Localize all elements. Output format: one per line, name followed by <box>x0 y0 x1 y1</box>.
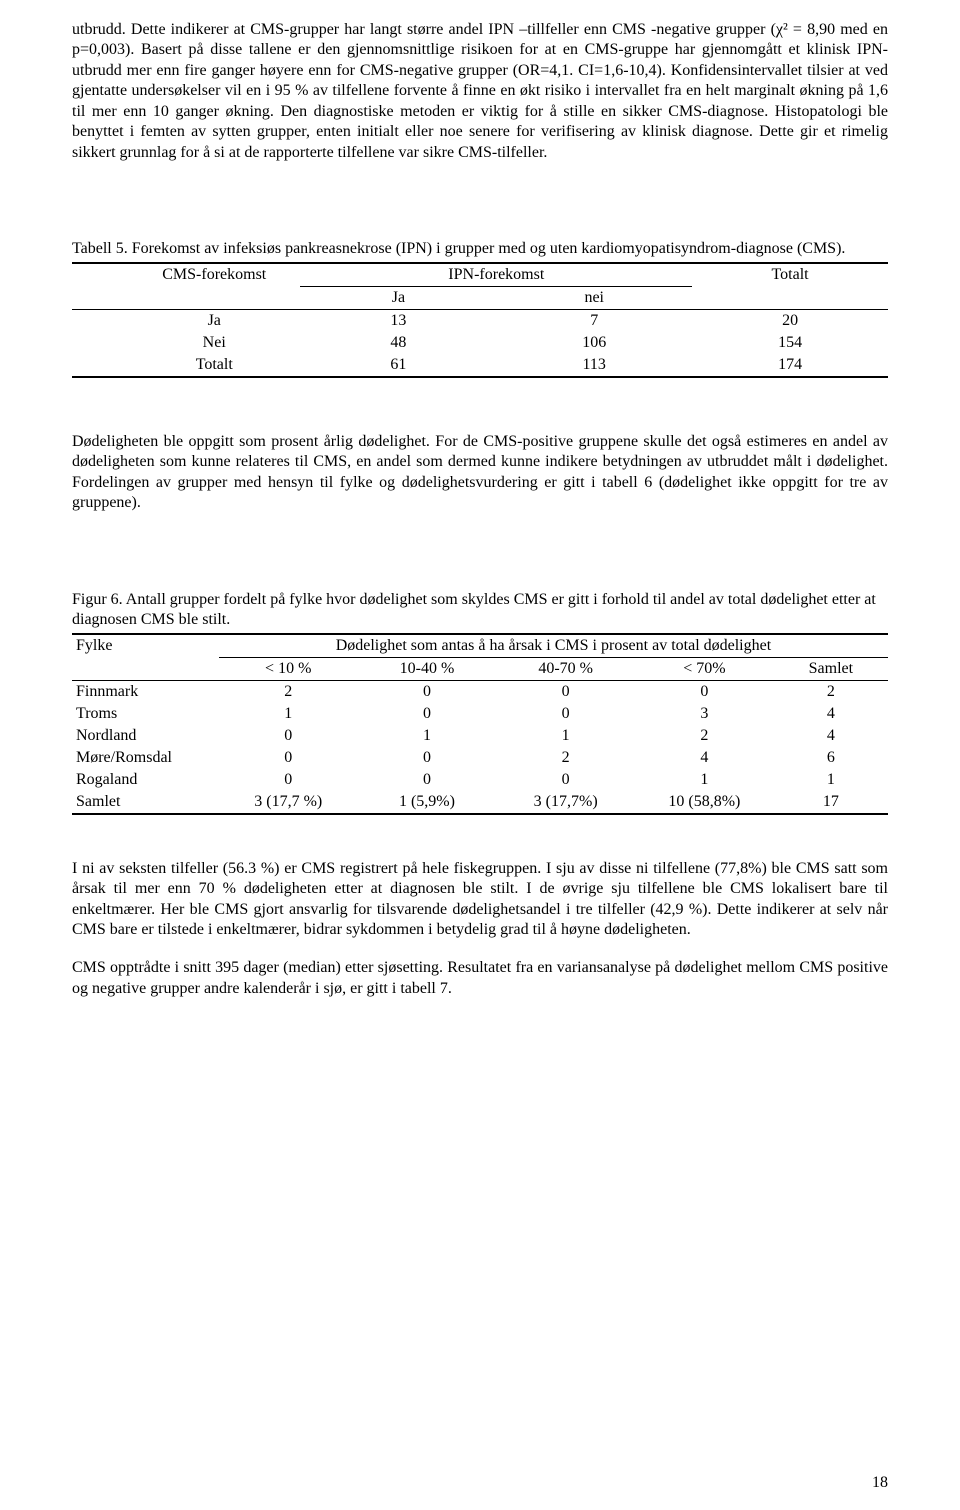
table-row: Rogaland 0 0 0 1 1 <box>72 769 888 791</box>
cell: 2 <box>774 680 888 703</box>
cell: 0 <box>219 769 358 791</box>
table-row: Ja 13 7 20 <box>72 309 888 332</box>
cell: 13 <box>300 309 496 332</box>
col-head: < 70% <box>635 657 774 680</box>
paragraph-4: CMS opptrådte i snitt 395 dager (median)… <box>72 958 888 999</box>
cell: 2 <box>219 680 358 703</box>
paragraph-3: I ni av seksten tilfeller (56.3 %) er CM… <box>72 859 888 941</box>
page-number: 18 <box>872 1474 888 1492</box>
cell: 10 (58,8%) <box>635 791 774 814</box>
cell: 6 <box>774 747 888 769</box>
cell: 0 <box>358 747 497 769</box>
table-row: Nordland 0 1 1 2 4 <box>72 725 888 747</box>
cell-label: Rogaland <box>72 769 219 791</box>
cell-label: Troms <box>72 703 219 725</box>
cell: 0 <box>635 680 774 703</box>
table-row: Fylke Dødelighet som antas å ha årsak i … <box>72 634 888 658</box>
table-row: Totalt 61 113 174 <box>72 354 888 377</box>
table6-span-head: Dødelighet som antas å ha årsak i CMS i … <box>219 634 888 658</box>
cell: 3 (17,7 %) <box>219 791 358 814</box>
spacer <box>72 833 888 859</box>
col-head: 40-70 % <box>496 657 635 680</box>
cell: 48 <box>300 332 496 354</box>
cell: 0 <box>219 747 358 769</box>
table-row: Troms 1 0 0 3 4 <box>72 703 888 725</box>
cell: 0 <box>496 703 635 725</box>
cell: 0 <box>358 769 497 791</box>
cell: 4 <box>635 747 774 769</box>
cell: 0 <box>358 703 497 725</box>
cell: 0 <box>496 680 635 703</box>
table-row: Nei 48 106 154 <box>72 332 888 354</box>
cell: 0 <box>358 680 497 703</box>
cell: 154 <box>692 332 888 354</box>
table5-head-left: CMS-forekomst <box>72 263 300 287</box>
table6-head-left: Fylke <box>72 634 219 658</box>
table5-head-right: Totalt <box>692 263 888 287</box>
cell-label: Møre/Romsdal <box>72 747 219 769</box>
cell: 1 <box>774 769 888 791</box>
paragraph-2: Dødeligheten ble oppgitt som prosent årl… <box>72 432 888 514</box>
cell: 7 <box>496 309 692 332</box>
empty-cell <box>72 286 300 309</box>
cell: 2 <box>635 725 774 747</box>
table-5: CMS-forekomst IPN-forekomst Totalt Ja ne… <box>72 262 888 378</box>
cell: 1 (5,9%) <box>358 791 497 814</box>
col-head: < 10 % <box>219 657 358 680</box>
table6-caption: Figur 6. Antall grupper fordelt på fylke… <box>72 590 888 631</box>
table-row: Samlet 3 (17,7 %) 1 (5,9%) 3 (17,7%) 10 … <box>72 791 888 814</box>
table-row: Møre/Romsdal 0 0 2 4 6 <box>72 747 888 769</box>
cell-label: Finnmark <box>72 680 219 703</box>
cell-label: Nordland <box>72 725 219 747</box>
cell: 113 <box>496 354 692 377</box>
cell: 0 <box>496 769 635 791</box>
empty-cell <box>72 657 219 680</box>
paragraph-1: utbrudd. Dette indikerer at CMS-grupper … <box>72 20 888 163</box>
table-row: Finnmark 2 0 0 0 2 <box>72 680 888 703</box>
table-row: CMS-forekomst IPN-forekomst Totalt <box>72 263 888 287</box>
cell: 0 <box>219 725 358 747</box>
table5-sub-no: nei <box>496 286 692 309</box>
cell: 2 <box>496 747 635 769</box>
cell: 17 <box>774 791 888 814</box>
table5-head-mid: IPN-forekomst <box>300 263 692 287</box>
table-row: Ja nei <box>72 286 888 309</box>
cell: 106 <box>496 332 692 354</box>
cell-label: Totalt <box>72 354 300 377</box>
spacer <box>72 406 888 432</box>
cell: 4 <box>774 725 888 747</box>
spacer <box>72 181 888 207</box>
cell-label: Ja <box>72 309 300 332</box>
cell: 61 <box>300 354 496 377</box>
cell: 174 <box>692 354 888 377</box>
page-container: utbrudd. Dette indikerer at CMS-grupper … <box>0 0 960 1510</box>
table5-caption: Tabell 5. Forekomst av infeksiøs pankrea… <box>72 239 888 259</box>
cell-label: Samlet <box>72 791 219 814</box>
cell: 4 <box>774 703 888 725</box>
col-head: Samlet <box>774 657 888 680</box>
cell-label: Nei <box>72 332 300 354</box>
cell: 20 <box>692 309 888 332</box>
col-head: 10-40 % <box>358 657 497 680</box>
cell: 1 <box>496 725 635 747</box>
table-6: Fylke Dødelighet som antas å ha årsak i … <box>72 633 888 815</box>
cell: 1 <box>358 725 497 747</box>
table-row: < 10 % 10-40 % 40-70 % < 70% Samlet <box>72 657 888 680</box>
cell: 1 <box>219 703 358 725</box>
cell: 1 <box>635 769 774 791</box>
spacer <box>72 532 888 558</box>
cell: 3 (17,7%) <box>496 791 635 814</box>
empty-cell <box>692 286 888 309</box>
table5-sub-yes: Ja <box>300 286 496 309</box>
cell: 3 <box>635 703 774 725</box>
